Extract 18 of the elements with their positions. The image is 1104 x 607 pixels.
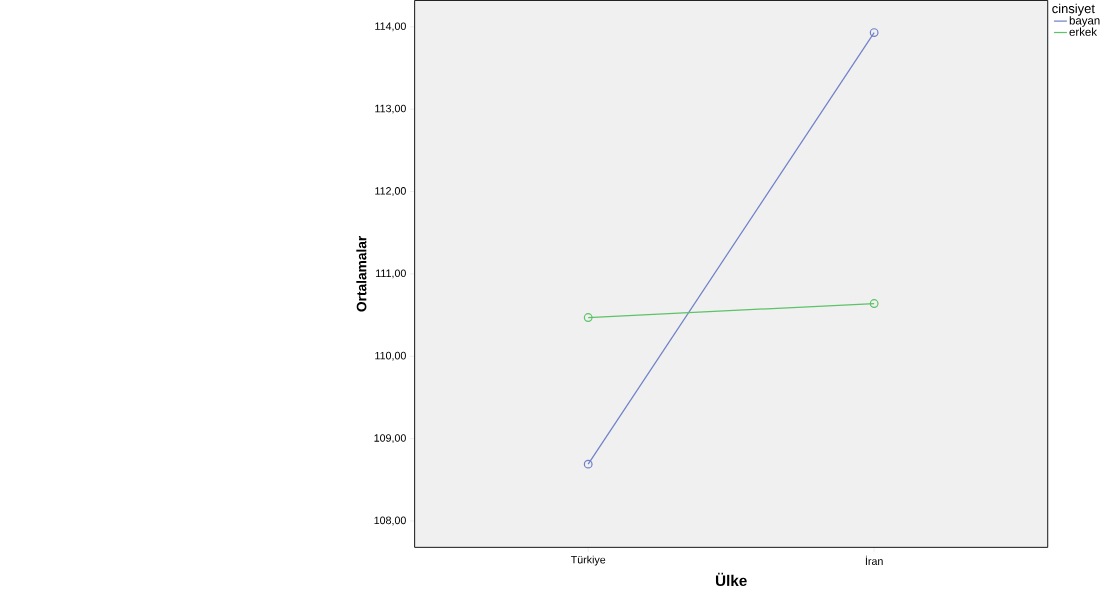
point [583, 312, 593, 322]
point [869, 27, 879, 37]
legend-label: bayan [1069, 15, 1100, 27]
y-tick-label: 114,00 [375, 22, 406, 31]
y-tick-label: 109,00 [374, 433, 406, 443]
y-tick-label: 112,00 [375, 186, 406, 196]
point [869, 298, 879, 308]
x-tick-label: İran [865, 555, 883, 565]
legend-label: erkek [1069, 27, 1098, 36]
y-tick-label: 113,00 [375, 104, 406, 114]
y-tick-label: 110,00 [375, 351, 406, 361]
y-tick-label: 108,00 [374, 516, 406, 526]
x-axis-title: Ülke [715, 572, 747, 586]
y-tick-label: 111,00 [376, 269, 406, 279]
y-axis-title: Ortalamalar [356, 235, 367, 312]
point [583, 459, 593, 469]
x-tick-label: Türkiye [570, 555, 606, 566]
legend-title: cinsiyet [1052, 3, 1095, 16]
